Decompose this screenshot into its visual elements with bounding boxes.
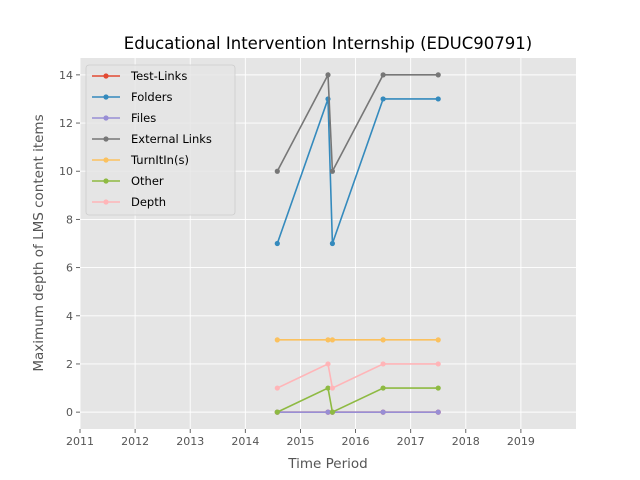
data-point-depth (325, 361, 331, 367)
data-point-files (325, 409, 331, 415)
y-tick-label: 8 (66, 213, 73, 226)
y-tick-label: 14 (59, 69, 73, 82)
legend-marker (103, 157, 109, 163)
data-point-folders (274, 240, 280, 247)
legend-marker (103, 178, 109, 184)
legend-item-files: Files (92, 111, 156, 125)
x-axis: 2011 2012 2013 2014 2015 2016 2017 2018 2019 (66, 429, 535, 448)
legend-label: External Links (131, 132, 212, 146)
y-tick-label: 2 (66, 358, 73, 371)
legend-item-external-links: External Links (92, 132, 212, 146)
legend-box (85, 64, 236, 216)
data-point-folders (329, 240, 336, 247)
legend-label: Other (131, 174, 164, 188)
data-point-other (435, 385, 441, 391)
x-tick-label: 2016 (342, 435, 370, 448)
data-point-turnitin-s (380, 337, 386, 343)
data-point-external-links (329, 168, 336, 174)
legend-item-test-links: Test-Links (92, 69, 187, 83)
legend-marker (103, 199, 109, 205)
data-point-other (274, 409, 280, 415)
y-axis-label: Maximum depth of LMS content items (31, 114, 47, 371)
data-point-other (325, 385, 331, 391)
data-point-turnitin-s (329, 337, 336, 343)
legend: Test-Links Folders Files External Links Turn… (85, 64, 236, 216)
x-tick-label: 2014 (231, 435, 259, 448)
data-point-depth (274, 385, 280, 391)
data-point-other (329, 409, 336, 415)
legend-marker (103, 94, 109, 100)
data-point-external-links (325, 72, 331, 78)
data-point-depth (380, 361, 386, 367)
data-point-depth (435, 361, 441, 367)
legend-marker (103, 73, 109, 79)
y-tick-label: 6 (66, 262, 73, 275)
data-point-files (435, 409, 441, 415)
legend-marker (103, 136, 109, 142)
data-point-folders (380, 96, 386, 102)
x-tick-label: 2017 (397, 435, 425, 448)
data-point-external-links (380, 72, 386, 78)
x-tick-label: 2019 (507, 435, 535, 448)
legend-label: TurnItIn(s) (130, 153, 189, 167)
y-tick-label: 12 (59, 117, 73, 130)
legend-item-turnitin-s: TurnItIn(s) (92, 153, 189, 167)
legend-item-depth: Depth (92, 195, 166, 209)
legend-item-other: Other (92, 174, 164, 188)
y-axis: 0 2 4 6 8 10 12 14 (59, 69, 80, 419)
legend-marker (103, 115, 109, 121)
series-other (274, 385, 441, 415)
y-tick-label: 10 (59, 165, 73, 178)
legend-label: Files (131, 111, 156, 125)
legend-label: Depth (131, 195, 166, 209)
legend-label: Test-Links (130, 69, 187, 83)
data-point-turnitin-s (274, 337, 280, 343)
data-point-turnitin-s (435, 337, 441, 343)
series-depth (274, 361, 441, 391)
y-tick-label: 0 (66, 406, 73, 419)
x-tick-label: 2011 (66, 435, 94, 448)
data-point-files (380, 409, 386, 415)
series-layer (274, 71, 441, 415)
x-tick-label: 2012 (121, 435, 149, 448)
data-point-folders (435, 96, 441, 102)
data-point-external-links (274, 168, 280, 174)
legend-item-folders: Folders (92, 90, 173, 104)
chart-title: Educational Intervention Internship (EDU… (124, 34, 532, 53)
x-axis-label: Time Period (287, 456, 367, 472)
legend-label: Folders (131, 90, 173, 104)
data-point-depth (329, 385, 336, 391)
series-external-links (274, 71, 441, 175)
x-tick-label: 2013 (176, 435, 204, 448)
x-tick-label: 2018 (452, 435, 480, 448)
data-point-turnitin-s (325, 337, 331, 343)
data-point-external-links (435, 72, 441, 78)
x-tick-label: 2015 (286, 435, 314, 448)
series-turnitin-s (274, 337, 441, 343)
y-tick-label: 4 (66, 310, 73, 323)
data-point-other (380, 385, 386, 391)
